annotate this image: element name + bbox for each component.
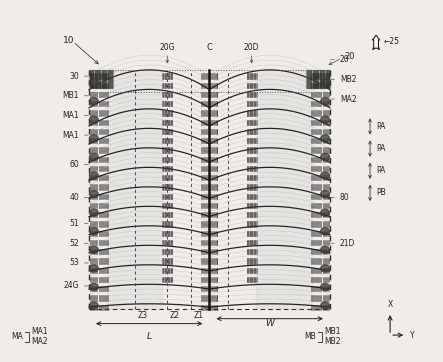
Ellipse shape <box>321 265 330 272</box>
Text: X: X <box>388 300 393 309</box>
Ellipse shape <box>89 98 98 105</box>
Ellipse shape <box>89 116 98 123</box>
Bar <box>89 70 113 88</box>
Text: PA: PA <box>376 166 385 175</box>
Text: 20D: 20D <box>244 42 259 51</box>
Bar <box>107 70 163 309</box>
Text: 52: 52 <box>70 239 79 248</box>
Ellipse shape <box>321 283 330 291</box>
Text: Z1: Z1 <box>194 311 203 320</box>
Text: MA1: MA1 <box>31 327 47 336</box>
Text: MA1: MA1 <box>62 131 79 140</box>
Ellipse shape <box>89 135 98 142</box>
Ellipse shape <box>89 302 98 309</box>
Text: MA2: MA2 <box>31 337 47 346</box>
Text: 60: 60 <box>69 160 79 169</box>
Text: MB2: MB2 <box>340 75 357 84</box>
Text: 24G: 24G <box>63 281 79 290</box>
Ellipse shape <box>89 246 98 253</box>
Ellipse shape <box>89 153 98 161</box>
Ellipse shape <box>89 209 98 216</box>
Text: ←25: ←25 <box>384 37 400 46</box>
Text: Z2: Z2 <box>169 311 179 320</box>
Text: 30: 30 <box>69 72 79 81</box>
Ellipse shape <box>89 172 98 179</box>
Ellipse shape <box>321 246 330 253</box>
Text: PB: PB <box>376 188 386 197</box>
Text: 80: 80 <box>340 193 350 202</box>
Ellipse shape <box>321 79 330 86</box>
Ellipse shape <box>321 302 330 309</box>
Ellipse shape <box>321 98 330 105</box>
Text: Z3: Z3 <box>137 311 148 320</box>
Ellipse shape <box>321 172 330 179</box>
Text: MA2: MA2 <box>340 94 357 104</box>
Text: Y: Y <box>410 331 415 340</box>
Bar <box>306 70 330 88</box>
Ellipse shape <box>321 135 330 142</box>
Text: PA: PA <box>376 144 385 153</box>
Text: 20: 20 <box>344 52 354 61</box>
Ellipse shape <box>321 228 330 235</box>
Ellipse shape <box>89 283 98 291</box>
Text: 40: 40 <box>69 193 79 202</box>
Text: PA: PA <box>376 122 385 131</box>
Ellipse shape <box>321 190 330 198</box>
Bar <box>256 70 312 309</box>
Ellipse shape <box>89 79 98 86</box>
Text: MB: MB <box>304 332 316 341</box>
Text: 20: 20 <box>340 55 350 64</box>
Text: L: L <box>147 332 152 341</box>
FancyArrow shape <box>373 35 380 48</box>
Text: MB2: MB2 <box>324 337 340 346</box>
Ellipse shape <box>321 116 330 123</box>
Ellipse shape <box>89 190 98 198</box>
Text: MB1: MB1 <box>324 327 340 336</box>
Ellipse shape <box>89 265 98 272</box>
Text: MA1: MA1 <box>62 111 79 120</box>
Text: 21D: 21D <box>340 239 355 248</box>
Ellipse shape <box>321 153 330 161</box>
Text: 10: 10 <box>63 35 75 45</box>
Text: 20G: 20G <box>159 42 175 51</box>
Text: C: C <box>206 42 212 51</box>
Text: 51: 51 <box>70 219 79 228</box>
Text: W: W <box>265 319 274 328</box>
Ellipse shape <box>89 228 98 235</box>
Text: MB1: MB1 <box>62 91 79 100</box>
Text: MA: MA <box>11 332 23 341</box>
Text: 53: 53 <box>69 258 79 268</box>
Ellipse shape <box>321 209 330 216</box>
